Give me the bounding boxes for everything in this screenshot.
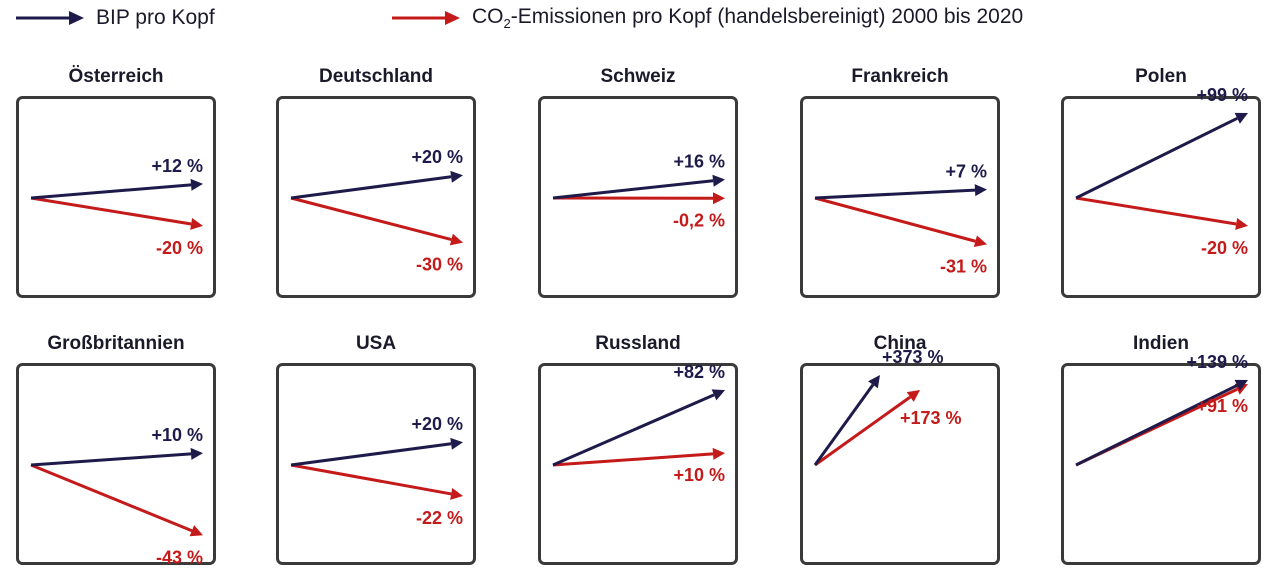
- co2-arrow-head: [1235, 218, 1248, 230]
- co2-value-label: -20 %: [156, 238, 203, 258]
- panel-indien: Indien+139 % +91 %: [1061, 333, 1261, 565]
- panel-usa: USA +20 % -22 %: [276, 333, 476, 565]
- gdp-value-label: +20 %: [411, 147, 463, 167]
- legend-co2-subscript: 2: [503, 16, 511, 32]
- co2-arrow-line: [290, 463, 452, 496]
- co2-arrow-head: [450, 488, 463, 500]
- gdp-arrow-head: [868, 375, 880, 389]
- panel-title: Frankreich: [851, 66, 948, 87]
- panel-frame: [16, 363, 216, 565]
- panel-title: Großbritannien: [47, 333, 184, 354]
- panel-frame: [800, 363, 1000, 565]
- panel-china: China+373 % +173 %: [800, 333, 1000, 565]
- panel-frame: [16, 96, 216, 298]
- co2-arrow-head: [973, 235, 987, 248]
- gdp-arrow-head: [712, 174, 725, 187]
- panel-title: Indien: [1133, 333, 1189, 354]
- panel-title: China: [874, 333, 927, 354]
- gdp-value-label: +20 %: [411, 414, 463, 434]
- gdp-arrow-line: [1075, 383, 1238, 467]
- gdp-arrow-head: [190, 178, 203, 191]
- gdp-arrow-line: [290, 442, 452, 467]
- gdp-arrow-head: [1234, 379, 1248, 391]
- co2-value-label: +91 %: [1196, 396, 1248, 416]
- co2-value-label: -0,2 %: [673, 210, 725, 230]
- co2-value-label: -30 %: [416, 255, 463, 275]
- co2-arrow-head: [189, 525, 203, 537]
- panel-title: Schweiz: [601, 66, 676, 87]
- panel-frame: [276, 96, 476, 298]
- gdp-value-label: +99 %: [1196, 85, 1248, 105]
- gdp-arrow-line: [552, 179, 714, 200]
- legend-co2-arrow-icon: [392, 11, 460, 25]
- co2-arrow-head: [712, 447, 725, 460]
- panel-frame: [538, 96, 738, 298]
- gdp-arrow-line: [552, 393, 715, 467]
- gdp-value-label: +139 %: [1186, 352, 1248, 372]
- co2-arrow-line: [814, 196, 976, 243]
- gdp-arrow-head: [450, 170, 463, 183]
- panel-title: Russland: [595, 333, 681, 354]
- legend-gdp-label: BIP pro Kopf: [96, 6, 215, 29]
- co2-value-label: +10 %: [673, 465, 725, 485]
- panel-title: Deutschland: [319, 66, 433, 87]
- legend-co2-label: CO2-Emissionen pro Kopf (handelsbereinig…: [472, 5, 1023, 31]
- co2-arrow-head: [906, 390, 920, 402]
- legend-item-gdp: BIP pro Kopf: [14, 4, 215, 32]
- gdp-value-label: +373 %: [882, 347, 944, 367]
- co2-arrow-line: [30, 196, 192, 226]
- panel-frame: [1061, 96, 1261, 298]
- legend-item-co2: CO2-Emissionen pro Kopf (handelsbereinig…: [390, 4, 1023, 32]
- gdp-arrow-line: [814, 188, 976, 200]
- panel-title: USA: [356, 333, 396, 354]
- co2-arrow-head: [712, 192, 725, 205]
- gdp-arrow-head: [190, 447, 203, 460]
- co2-value-label: -20 %: [1201, 238, 1248, 258]
- gdp-arrow-head: [450, 437, 463, 450]
- gdp-value-label: +12 %: [151, 156, 203, 176]
- co2-arrow-line: [814, 395, 912, 467]
- gdp-arrow-line: [290, 175, 452, 200]
- legend: BIP pro Kopf CO2-Emissionen pro Kopf (ha…: [0, 0, 1280, 40]
- gdp-value-label: +10 %: [151, 425, 203, 445]
- gdp-arrow-head: [974, 184, 987, 197]
- gdp-arrow-line: [30, 183, 192, 200]
- panel-frame: [276, 363, 476, 565]
- panel-frame: [800, 96, 1000, 298]
- gdp-value-label: +82 %: [673, 362, 725, 382]
- panel-grossbritannien: Großbritannien +10 % -43 %: [16, 333, 216, 567]
- gdp-arrow-head: [711, 389, 725, 401]
- gdp-value-label: +7 %: [945, 162, 987, 182]
- panel-deutschland: Deutschland +20 % -30 %: [276, 66, 476, 298]
- co2-arrow-line: [552, 452, 714, 467]
- legend-co2-suffix: -Emissionen pro Kopf (handelsbereinigt) …: [510, 4, 1024, 28]
- panel-title: Österreich: [68, 66, 163, 87]
- co2-value-label: -43 %: [156, 547, 203, 567]
- gdp-arrow-head: [1234, 112, 1248, 124]
- legend-gdp-arrow-icon: [16, 11, 84, 25]
- co2-arrow-line: [290, 196, 452, 242]
- legend-co2-prefix: CO: [472, 4, 504, 28]
- panel-title: Polen: [1135, 66, 1187, 87]
- co2-arrow-line: [1075, 196, 1237, 226]
- co2-arrow-head: [190, 218, 203, 230]
- gdp-arrow-line: [30, 452, 192, 467]
- panel-polen: Polen +99 % -20 %: [1061, 66, 1261, 298]
- gdp-arrow-line: [813, 383, 875, 466]
- co2-value-label: -31 %: [940, 256, 987, 276]
- panel-russland: Russland +82 % +10 %: [538, 333, 738, 565]
- co2-value-label: +173 %: [900, 408, 962, 428]
- panel-frame: [538, 363, 738, 565]
- co2-arrow-head: [449, 233, 463, 246]
- panel-frankreich: Frankreich +7 % -31 %: [800, 66, 1000, 298]
- panel-frame: [1061, 363, 1261, 565]
- panel-schweiz: Schweiz +16 % -0,2 %: [538, 66, 738, 298]
- co2-arrow-line: [30, 463, 193, 533]
- gdp-arrow-line: [1075, 116, 1238, 200]
- gdp-value-label: +16 %: [673, 151, 725, 171]
- co2-value-label: -22 %: [416, 508, 463, 528]
- panel-oesterreich: Österreich +12 % -20 %: [16, 66, 216, 298]
